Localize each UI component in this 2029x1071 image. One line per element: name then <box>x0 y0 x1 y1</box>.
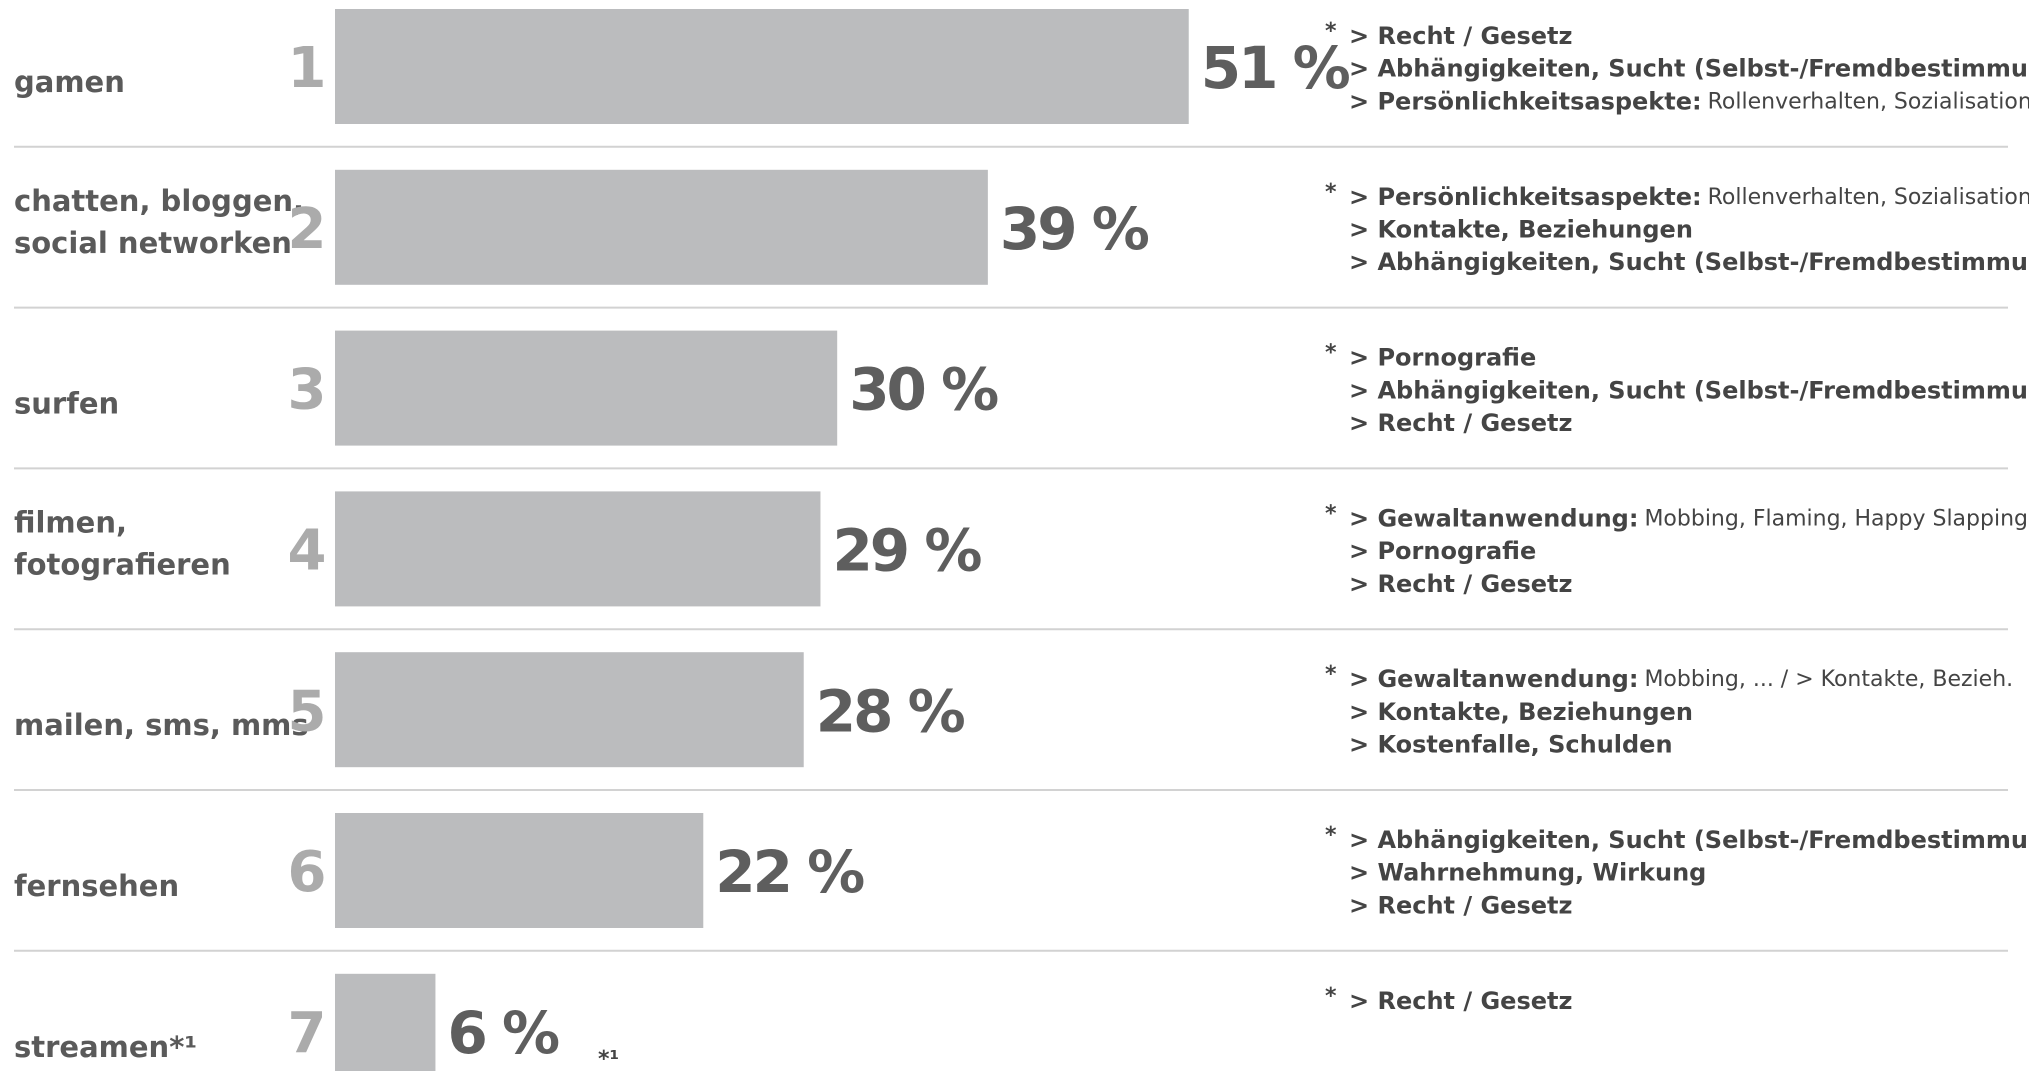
category-label: surfen <box>14 387 119 421</box>
rank-label: 2 <box>288 197 327 262</box>
note-text: > Kostenfalle, Schulden <box>1349 731 1673 759</box>
note-detail: Mobbing, Flaming, Happy Slapping, ... <box>1644 506 2029 531</box>
note-line: > Kontakte, Beziehungen <box>1349 216 1693 244</box>
note-text: > Persönlichkeitsaspekte: <box>1349 87 1702 115</box>
note-line: > Abhängigkeiten, Sucht (Selbst-/Fremdbe… <box>1349 248 2029 276</box>
value-label: 6 % <box>447 999 559 1067</box>
note-marker: * <box>1325 180 1337 205</box>
note-line: > Persönlichkeitsaspekte: Rollenverhalten… <box>1349 183 2029 211</box>
note-marker: * <box>1325 984 1337 1009</box>
note-detail: Rollenverhalten, Sozialisation, ... <box>1708 185 2029 210</box>
note-text: > Recht / Gesetz <box>1349 987 1572 1015</box>
bar <box>335 652 804 768</box>
category-label: gamen <box>14 65 125 99</box>
note-text: > Kontakte, Beziehungen <box>1349 216 1693 244</box>
note-marker: * <box>1325 19 1337 44</box>
value-label: 30 % <box>849 356 998 424</box>
note-line: > Abhängigkeiten, Sucht (Selbst-/Fremdbe… <box>1349 376 2029 404</box>
category-label: filmen, <box>14 505 127 539</box>
value-label: 29 % <box>832 517 981 585</box>
bar <box>335 330 838 446</box>
bar <box>335 813 704 928</box>
note-line: > Kostenfalle, Schulden <box>1349 731 1673 759</box>
rank-label: 4 <box>288 519 327 584</box>
note-marker: * <box>1325 662 1337 687</box>
note-text: > Pornografie <box>1349 537 1536 565</box>
value-label: 28 % <box>816 677 965 745</box>
note-line: > Pornografie <box>1349 344 1536 372</box>
note-marker: * <box>1325 341 1337 366</box>
note-text: > Abhängigkeiten, Sucht (Selbst-/Fremdbe… <box>1349 376 2029 404</box>
note-text: > Recht / Gesetz <box>1349 570 1572 598</box>
note-detail: Rollenverhalten, Sozialisation, ... <box>1708 89 2029 114</box>
category-label: mailen, sms, mms <box>14 708 309 742</box>
note-line: > Recht / Gesetz <box>1349 987 1572 1015</box>
footnote: *¹ <box>598 1047 619 1071</box>
note-text: > Wahrnehmung, Wirkung <box>1349 859 1706 887</box>
note-line: > Abhängigkeiten, Sucht (Selbst-/Fremdbe… <box>1349 55 2029 83</box>
bar <box>335 491 821 607</box>
category-label: streamen*¹ <box>14 1030 197 1064</box>
rank-label: 6 <box>288 840 327 905</box>
rank-label: 7 <box>288 1001 327 1066</box>
note-text: > Recht / Gesetz <box>1349 22 1572 50</box>
note-marker: * <box>1325 823 1337 848</box>
note-detail: Mobbing, ... / > Kontakte, Bezieh. <box>1644 667 2013 692</box>
note-text: > Kontakte, Beziehungen <box>1349 698 1693 726</box>
note-line: > Recht / Gesetz <box>1349 891 1572 919</box>
note-text: > Gewaltanwendung: <box>1349 665 1638 693</box>
note-text: > Gewaltanwendung: <box>1349 504 1638 532</box>
note-line: > Gewaltanwendung: Mobbing, Flaming, Happ… <box>1349 504 2029 532</box>
bar <box>335 169 988 285</box>
note-line: > Recht / Gesetz <box>1349 409 1572 437</box>
note-line: > Persönlichkeitsaspekte: Rollenverhalten… <box>1349 87 2029 115</box>
note-marker: * <box>1325 501 1337 526</box>
note-line: > Abhängigkeiten, Sucht (Selbst-/Fremdbe… <box>1349 826 2029 854</box>
note-text: > Pornografie <box>1349 344 1536 372</box>
note-line: > Wahrnehmung, Wirkung <box>1349 859 1706 887</box>
rank-label: 1 <box>288 36 327 101</box>
value-label: 51 % <box>1201 34 1350 102</box>
note-text: > Persönlichkeitsaspekte: <box>1349 183 1702 211</box>
note-text: > Recht / Gesetz <box>1349 409 1572 437</box>
note-line: > Recht / Gesetz <box>1349 570 1572 598</box>
note-line: > Recht / Gesetz <box>1349 22 1572 50</box>
note-text: > Recht / Gesetz <box>1349 891 1572 919</box>
note-line: > Kontakte, Beziehungen <box>1349 698 1693 726</box>
category-label: fernsehen <box>14 869 179 903</box>
bar <box>335 9 1189 124</box>
note-line: > Pornografie <box>1349 537 1536 565</box>
category-label: fotografieren <box>14 547 231 581</box>
rank-label: 5 <box>288 679 327 744</box>
bar <box>335 973 436 1071</box>
value-label: 39 % <box>1000 195 1149 263</box>
note-text: > Abhängigkeiten, Sucht (Selbst-/Fremdbe… <box>1349 826 2029 854</box>
value-label: 22 % <box>715 838 864 906</box>
category-label: social networken <box>14 226 292 260</box>
note-text: > Abhängigkeiten, Sucht (Selbst-/Fremdbe… <box>1349 248 2029 276</box>
category-label: chatten, bloggen, <box>14 184 304 218</box>
note-line: > Gewaltanwendung: Mobbing, ... / > Konta… <box>1349 665 2013 693</box>
rank-label: 3 <box>288 358 327 423</box>
note-text: > Abhängigkeiten, Sucht (Selbst-/Fremdbe… <box>1349 55 2029 83</box>
